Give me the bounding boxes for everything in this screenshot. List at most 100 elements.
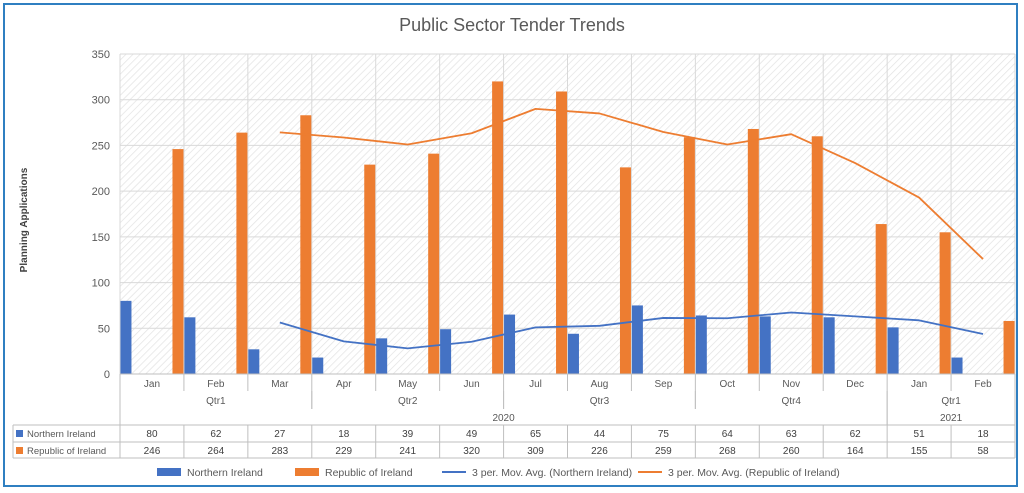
x-tick-label: Dec [846,379,864,390]
x-tick-label: Apr [336,379,352,390]
quarter-label: Qtr1 [941,396,961,407]
table-value: 64 [722,429,734,440]
y-axis-title: Planning Applications [19,167,30,272]
bar-republic-of-ireland [939,232,951,374]
table-value: 18 [338,429,350,440]
x-tick-label: Jan [144,379,160,390]
bar-republic-of-ireland [811,136,823,374]
table-value: 241 [399,446,416,457]
quarter-label: Qtr1 [206,396,226,407]
legend-label: 3 per. Mov. Avg. (Republic of Ireland) [668,467,840,479]
bar-republic-of-ireland [300,115,312,374]
table-value: 259 [655,446,672,457]
table-series-name: Northern Ireland [27,429,96,440]
bar-republic-of-ireland [172,149,184,374]
x-tick-label: Oct [720,379,736,390]
table-value: 49 [466,429,478,440]
x-tick-label: Aug [591,379,609,390]
legend-label: Republic of Ireland [325,467,413,479]
y-tick-label: 100 [92,278,110,290]
x-tick-label: Feb [974,379,992,390]
bar-republic-of-ireland [428,153,440,374]
table-value: 226 [591,446,608,457]
table-value: 75 [658,429,670,440]
table-series-name: Republic of Ireland [27,446,106,457]
y-tick-label: 0 [104,369,110,381]
table-value: 283 [271,446,288,457]
table-value: 27 [274,429,286,440]
x-tick-label: Mar [271,379,289,390]
table-value: 62 [210,429,222,440]
bar-republic-of-ireland [1003,320,1015,374]
quarter-label: Qtr2 [398,396,418,407]
bar-northern-ireland [567,333,579,374]
bar-northern-ireland [376,338,388,374]
table-value: 62 [850,429,862,440]
bar-northern-ireland [951,357,963,374]
y-tick-label: 300 [92,95,110,107]
year-label: 2020 [492,413,515,424]
line-3-per-mov-avg-northern-ireland- [279,311,984,350]
y-tick-label: 250 [92,140,110,152]
y-tick-label: 150 [92,232,110,244]
bar-northern-ireland [184,317,196,374]
chart-title: Public Sector Tender Trends [399,15,625,35]
table-value: 164 [847,446,864,457]
bar-republic-of-ireland [683,137,695,374]
legend-label: 3 per. Mov. Avg. (Northern Ireland) [472,467,632,479]
bar-northern-ireland [887,327,899,374]
table-value: 18 [977,429,989,440]
x-tick-label: Jul [529,379,542,390]
bar-northern-ireland [312,357,324,374]
x-tick-label: Nov [782,379,800,390]
legend-label: Northern Ireland [187,467,263,479]
x-tick-label: Feb [207,379,225,390]
legend-swatch [157,468,181,476]
table-value: 65 [530,429,542,440]
table-value: 58 [977,446,989,457]
table-series-swatch [16,430,23,437]
bar-northern-ireland [631,305,643,374]
x-tick-label: Jan [911,379,927,390]
table-value: 155 [911,446,928,457]
quarter-label: Qtr4 [782,396,802,407]
table-series-swatch [16,447,23,454]
chart-svg: 0 50 100 150 200 250 300 350 Jan Feb Mar Apr May Jun J… [12,15,1016,479]
chart-frame: 0 50 100 150 200 250 300 350 Jan Feb Mar Apr May Jun J… [3,3,1018,487]
table-value: 229 [335,446,352,457]
bar-republic-of-ireland [619,167,631,374]
bar-republic-of-ireland [875,224,887,374]
table-value: 309 [527,446,544,457]
bar-republic-of-ireland [364,164,376,374]
y-tick-label: 350 [92,49,110,61]
table-value: 320 [463,446,480,457]
y-tick-label: 200 [92,186,110,198]
table-value: 260 [783,446,800,457]
bar-northern-ireland [823,317,835,374]
bar-republic-of-ireland [492,81,504,374]
quarter-label: Qtr3 [590,396,610,407]
bar-northern-ireland [248,349,260,374]
bar-northern-ireland [440,329,452,374]
bar-northern-ireland [759,316,771,374]
bar-republic-of-ireland [236,132,248,374]
table-value: 44 [594,429,606,440]
y-tick-label: 50 [98,323,110,335]
table-value: 63 [786,429,798,440]
line-3-per-mov-avg-republic-of-ireland- [279,107,984,260]
bar-northern-ireland [504,314,516,374]
table-value: 51 [914,429,926,440]
table-value: 264 [208,446,225,457]
table-value: 80 [146,429,158,440]
x-tick-label: Jun [464,379,480,390]
year-label: 2021 [940,413,963,424]
bar-northern-ireland [120,300,132,374]
x-tick-label: Sep [654,379,672,390]
table-value: 246 [144,446,161,457]
bar-republic-of-ireland [556,91,568,374]
x-tick-label: May [398,379,417,390]
table-value: 39 [402,429,414,440]
bar-republic-of-ireland [747,128,759,374]
bar-northern-ireland [695,315,707,374]
legend-swatch [295,468,319,476]
